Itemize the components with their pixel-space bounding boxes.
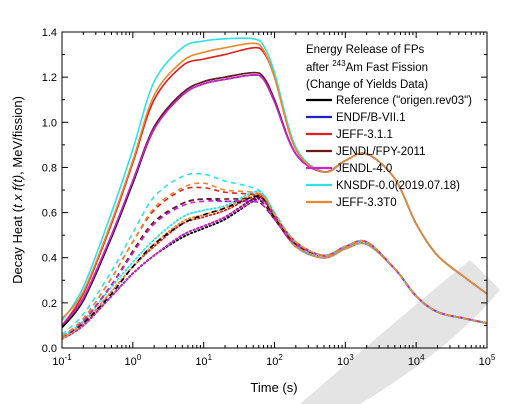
y-tick-label: 1.2 [42, 72, 57, 84]
background-swoosh [300, 260, 500, 404]
title-line-1: Energy Release of FPs [306, 44, 425, 56]
x-tick-label: 104 [408, 353, 425, 368]
legend-label-1: ENDF/B-VII.1 [336, 112, 406, 124]
y-axis: 0.0 0.2 0.4 0.6 0.8 1.0 1.2 1.4 [42, 27, 487, 355]
legend-label-6: JEFF-3.3T0 [336, 197, 397, 209]
title-line-2: after 243Am Fast Fission [306, 59, 428, 74]
y-tick-label: 1.4 [42, 27, 57, 39]
y-tick-label: 0.4 [42, 253, 57, 265]
x-tick-label: 105 [479, 353, 496, 368]
legend-label-3: JENDL/FPY-2011 [336, 146, 426, 158]
y-tick-label: 0.6 [42, 208, 57, 220]
y-tick-label: 0.2 [42, 298, 57, 310]
series-0-beta-line [62, 195, 487, 338]
x-tick-label: 102 [266, 353, 283, 368]
legend-label-4: JENDL-4.0 [336, 163, 392, 175]
y-axis-label: Decay Heat (t x f(t), MeV/fission) [10, 96, 25, 284]
legend-label-0: Reference ("origen.rev03") [336, 95, 472, 107]
series-5-beta-line [62, 172, 487, 336]
x-tick-label: 101 [195, 353, 212, 368]
y-tick-label: 0.8 [42, 162, 57, 174]
y-tick-label: 1.0 [42, 117, 57, 129]
series-layer [62, 37, 487, 340]
x-tick-label: 100 [124, 353, 141, 368]
x-axis-label: Time (s) [250, 380, 297, 395]
legend-label-2: JEFF-3.1.1 [336, 129, 393, 141]
x-tick-label: 10-1 [52, 353, 72, 368]
series-6-total-line [62, 42, 487, 320]
series-4-total-line [62, 74, 487, 326]
chart-title: Energy Release of FPs after 243Am Fast F… [306, 44, 428, 91]
legend-label-5: KNSDF-0.0(2019.07.18) [336, 180, 460, 192]
series-4-beta-line [62, 200, 487, 338]
x-tick-label: 103 [337, 353, 354, 368]
legend: Reference ("origen.rev03") ENDF/B-VII.1 JE… [306, 95, 472, 209]
title-line-3: (Change of Yields Data) [306, 79, 428, 91]
y-tick-label: 0.0 [42, 343, 57, 355]
